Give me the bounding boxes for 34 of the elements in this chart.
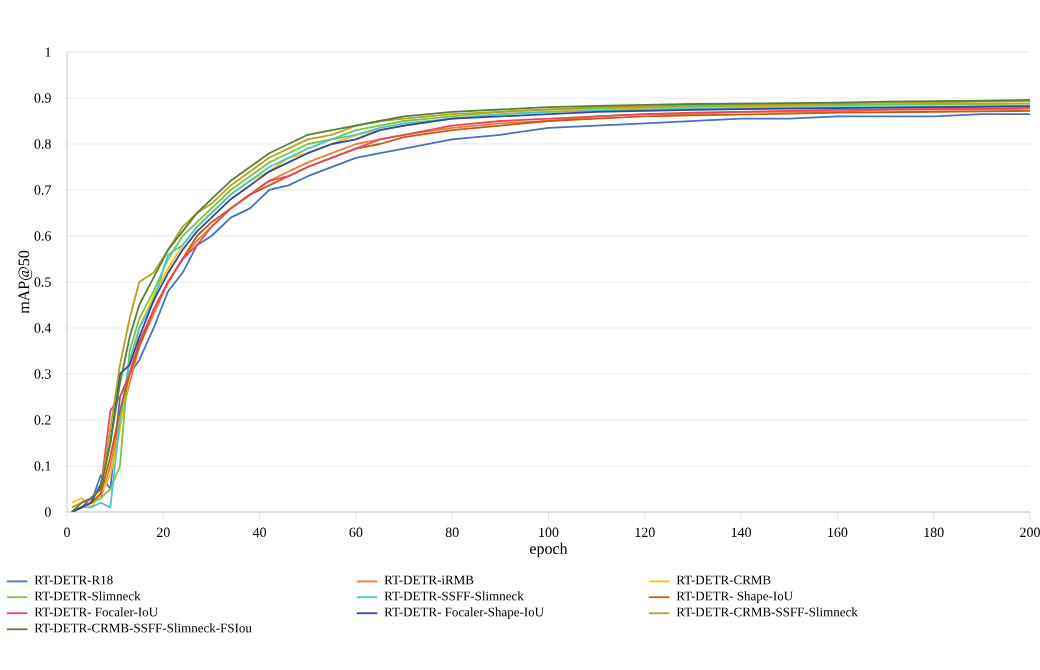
x-tick-label: 60 bbox=[349, 527, 363, 538]
legend-label: RT-DETR-CRMB-SSFF-Slimneck-FSIou bbox=[34, 623, 252, 633]
y-tick-label: 0.7 bbox=[34, 185, 51, 195]
y-tick-label: 0.9 bbox=[34, 93, 51, 103]
y-tick-label: 0.3 bbox=[34, 369, 51, 379]
x-tick-label: 180 bbox=[924, 527, 944, 538]
x-tick-label: 200 bbox=[1020, 527, 1040, 538]
y-tick-label: 0 bbox=[44, 507, 51, 517]
legend-label: RT-DETR-iRMB bbox=[384, 575, 474, 585]
x-tick-label: 160 bbox=[828, 527, 848, 538]
y-tick-label: 0.8 bbox=[34, 139, 51, 149]
legend-label: RT-DETR-CRMB bbox=[676, 575, 771, 585]
y-tick-label: 0.2 bbox=[34, 415, 51, 425]
legend-label: RT-DETR-CRMB-SSFF-Slimneck bbox=[676, 607, 858, 617]
y-tick-label: 0.5 bbox=[34, 277, 51, 287]
x-tick-label: 40 bbox=[252, 527, 267, 538]
x-tick-label: 20 bbox=[156, 527, 170, 538]
x-axis-title: epoch bbox=[530, 542, 568, 558]
y-tick-label: 1 bbox=[45, 47, 51, 57]
legend-label: RT-DETR-R18 bbox=[34, 575, 113, 585]
legend-label: RT-DETR-Slimneck bbox=[34, 591, 141, 601]
y-tick-label: 0.4 bbox=[34, 323, 52, 333]
y-axis-title: mAP@50 bbox=[18, 250, 33, 314]
legend-label: RT-DETR- Focaler-IoU bbox=[34, 607, 158, 617]
x-tick-label: 80 bbox=[445, 527, 459, 538]
legend-label: RT-DETR- Focaler-Shape-IoU bbox=[384, 607, 544, 620]
x-tick-label: 140 bbox=[731, 527, 752, 538]
legend-label: RT-DETR-SSFF-Slimneck bbox=[384, 591, 524, 601]
x-tick-label: 100 bbox=[539, 527, 559, 538]
x-tick-label: 120 bbox=[635, 527, 655, 538]
y-tick-label: 0.6 bbox=[34, 231, 51, 241]
legend-label: RT-DETR- Shape-IoU bbox=[676, 591, 793, 604]
x-tick-label: 0 bbox=[64, 527, 70, 538]
y-tick-label: 0.1 bbox=[34, 461, 51, 471]
